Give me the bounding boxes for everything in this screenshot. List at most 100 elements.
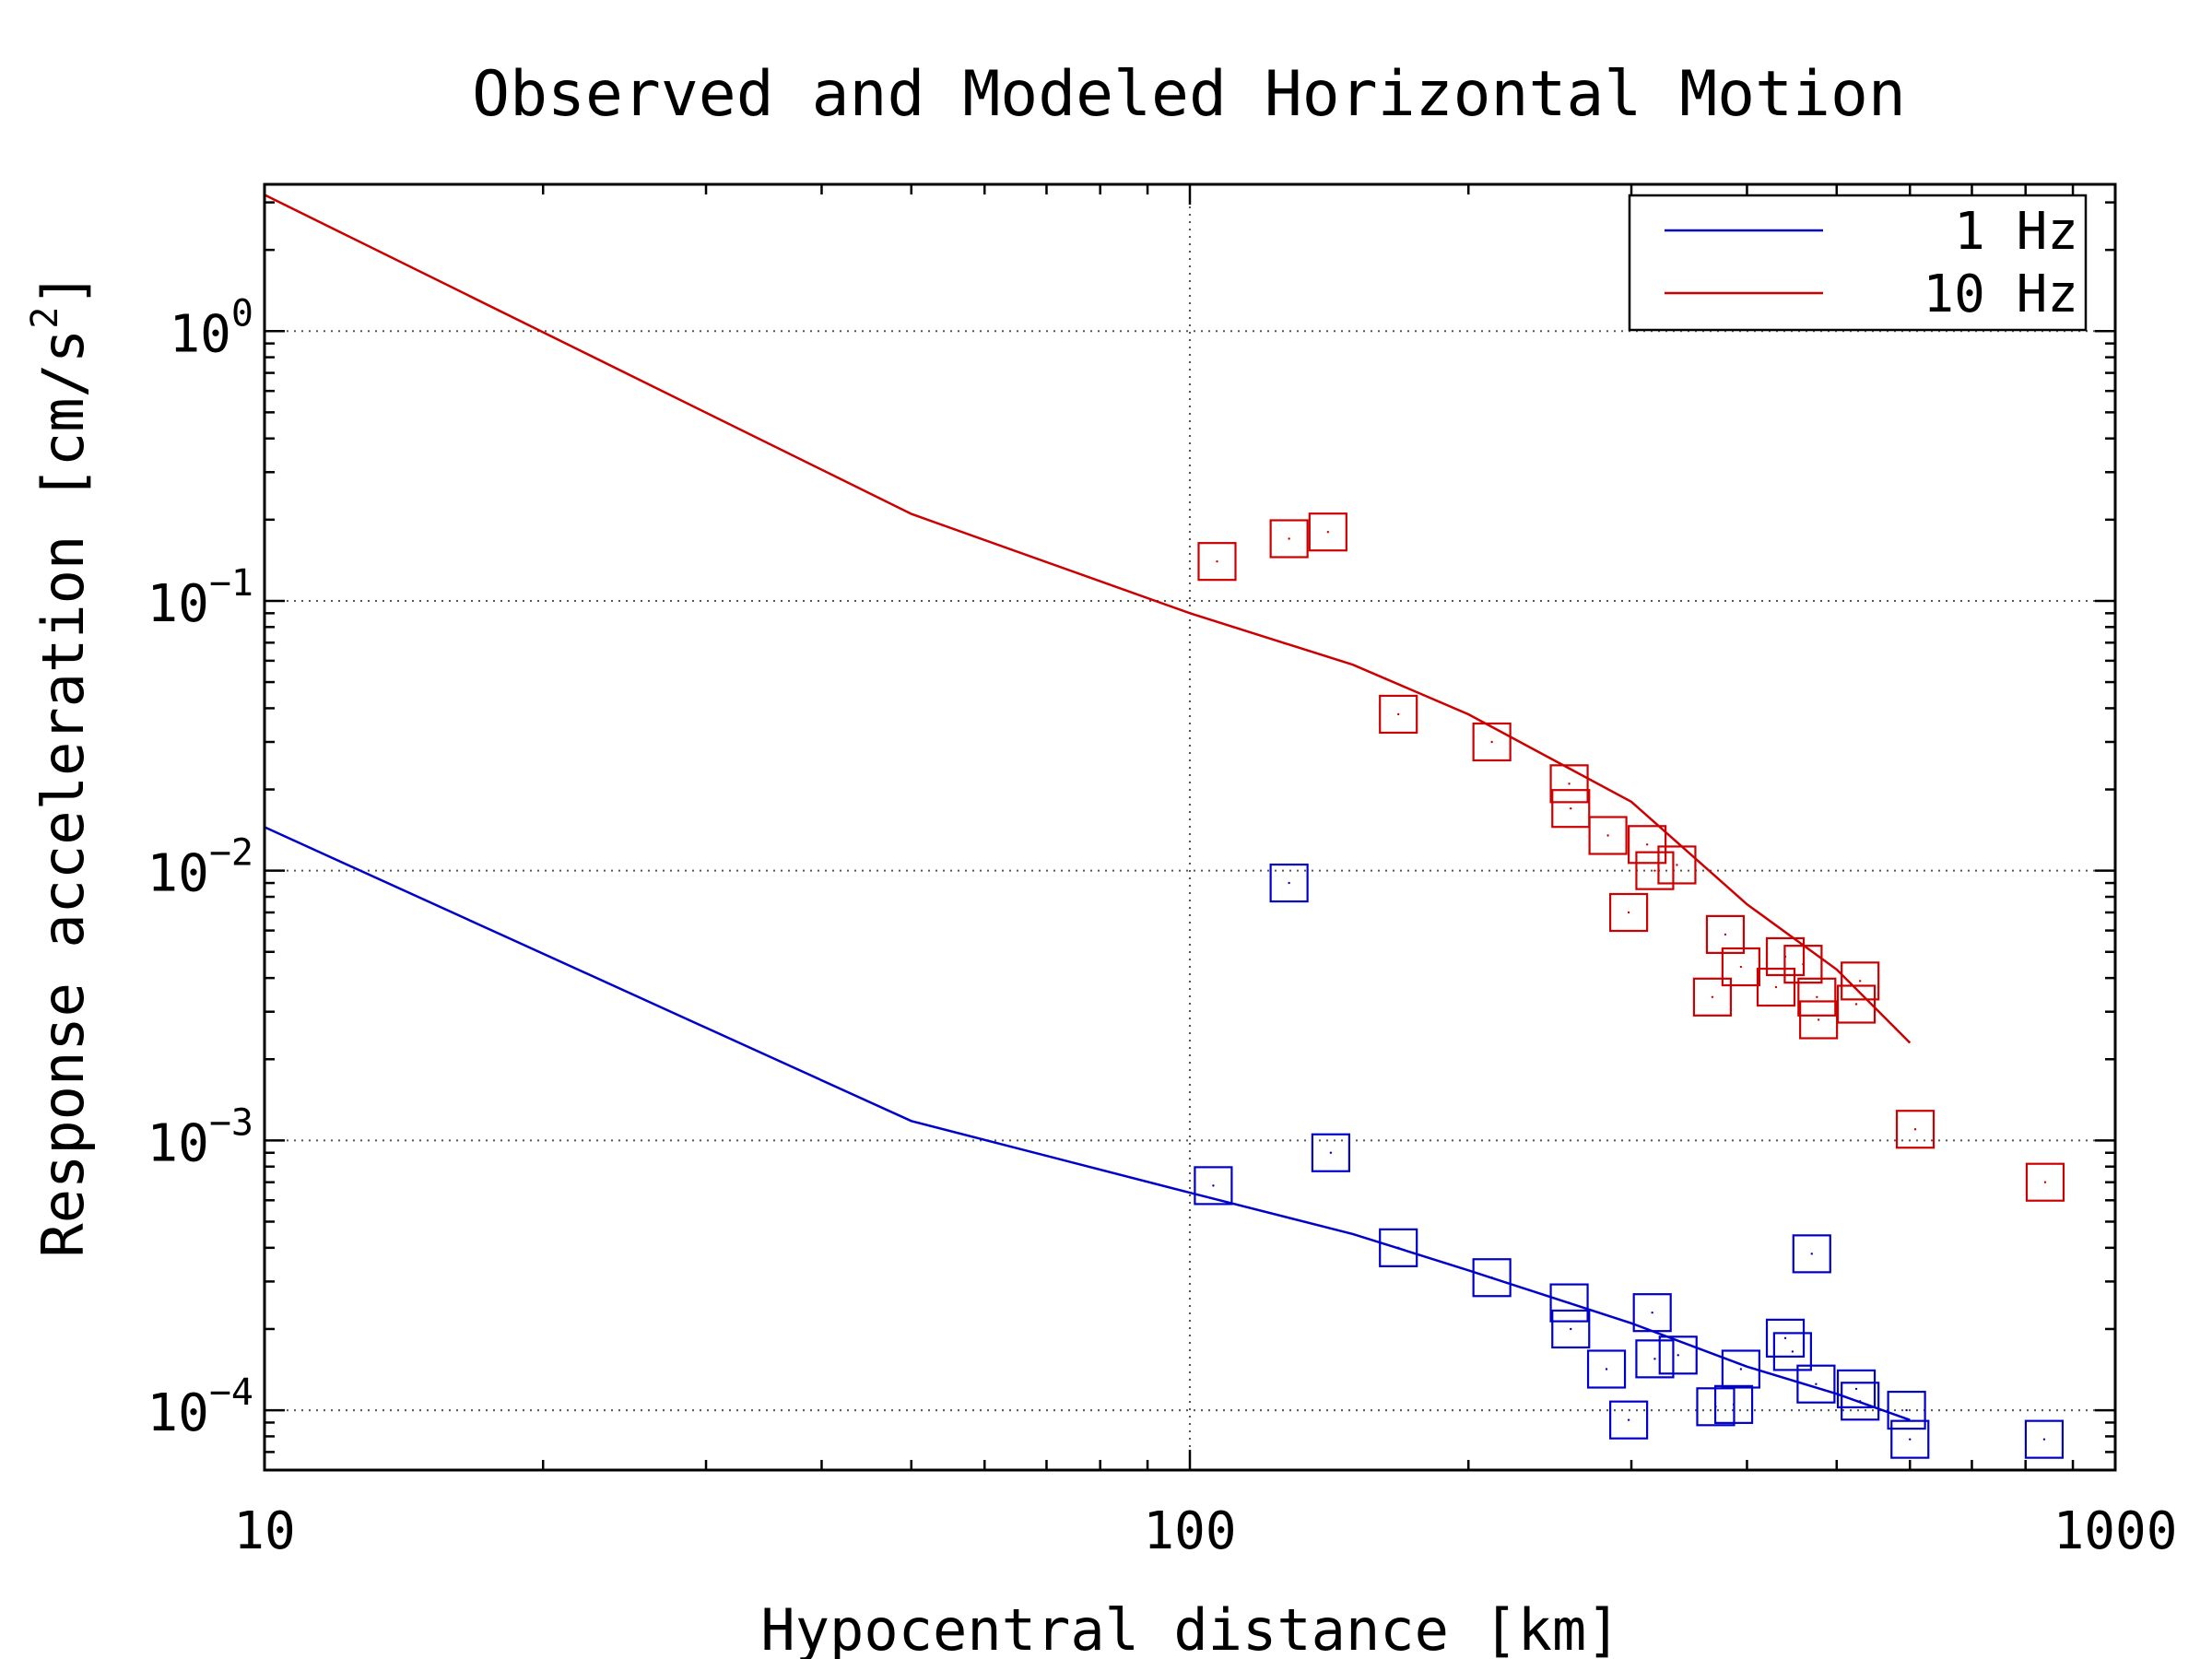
observed-point (1311, 1133, 1350, 1172)
observed-point-center (1490, 1277, 1493, 1279)
observed-point-center (1216, 559, 1218, 563)
observed-point (1472, 1258, 1512, 1298)
observed-point (1895, 1110, 1936, 1149)
observed-point-center (1651, 1311, 1653, 1314)
observed-point-center (1909, 1438, 1912, 1441)
observed-point-center (1570, 807, 1572, 810)
observed-point-center (1397, 712, 1400, 716)
observed-point-center (1490, 740, 1493, 744)
observed-point (1635, 1339, 1675, 1379)
y-axis-label: Response acceleration [cm/s2] (24, 272, 97, 1257)
observed-point-center (1570, 1327, 1572, 1331)
y-tick-base: 10 (147, 574, 208, 634)
y-tick-label: 100 (169, 292, 253, 364)
model-line-1 (264, 194, 1912, 1044)
observed-point (1194, 1166, 1233, 1206)
observed-point (1756, 967, 1796, 1007)
observed-point (1635, 851, 1675, 890)
legend-label: 1 Hz (1954, 202, 2078, 262)
observed-point (1721, 1349, 1760, 1389)
observed-point-center (1817, 1018, 1820, 1021)
observed-point (1765, 1318, 1806, 1358)
observed-point-center (1288, 537, 1290, 540)
observed-point-center (1627, 911, 1630, 914)
y-axis-label-superscript: 2 (24, 307, 66, 329)
observed-point-center (1677, 1354, 1679, 1357)
observed-point-center (1288, 881, 1290, 885)
observed-point-center (1810, 1253, 1813, 1255)
x-axis-label: Hypocentral distance [km] (760, 1596, 1620, 1659)
observed-point (1588, 816, 1628, 855)
observed-point-center (1854, 1387, 1858, 1391)
observed-point (1887, 1390, 1926, 1430)
observed-point (1792, 1234, 1831, 1274)
x-tick-label: 10 (233, 1501, 295, 1561)
observed-point-center (1397, 1246, 1400, 1250)
observed-point (1841, 1382, 1880, 1421)
observed-point-center (1858, 980, 1862, 982)
observed-point-center (1568, 782, 1571, 785)
observed-point-center (1329, 1151, 1333, 1154)
x-tick-label: 1000 (2053, 1501, 2178, 1561)
observed-point-center (2042, 1438, 2046, 1441)
observed-point (1379, 694, 1418, 735)
legend-box (1628, 194, 2088, 332)
observed-point (1841, 961, 1880, 1001)
y-axis-label-end: ] (29, 272, 97, 306)
observed-point (1721, 947, 1760, 987)
observed-point-center (1711, 995, 1714, 998)
y-tick-base: 10 (147, 844, 208, 904)
observed-point-center (1568, 1301, 1571, 1304)
observed-point (1197, 542, 1237, 582)
observed-point (1783, 945, 1823, 984)
observed-point (1658, 1335, 1698, 1375)
observed-point (1632, 1293, 1672, 1333)
y-tick-base: 10 (147, 1383, 208, 1443)
grid-lines (265, 184, 2115, 1470)
y-tick-label: 10−1 (147, 562, 253, 634)
y-tick-label: 10−2 (147, 832, 253, 904)
observed-point-center (1645, 843, 1649, 846)
observed-point-center (1913, 1128, 1917, 1131)
observed-point (1586, 1349, 1627, 1389)
y-tick-exponent: −4 (209, 1371, 253, 1414)
observed-point (1713, 1384, 1754, 1424)
observed-point (1628, 825, 1667, 865)
y-axis-label-main: Response acceleration [cm/s (29, 329, 97, 1258)
series-0 (264, 826, 2065, 1459)
observed-point-center (1212, 1184, 1215, 1187)
observed-point (1797, 977, 1837, 1017)
observed-point (2025, 1162, 2065, 1202)
observed-point (1379, 1228, 1418, 1267)
observed-point-center (1724, 933, 1727, 936)
observed-point (1269, 863, 1309, 903)
observed-point (1609, 892, 1649, 933)
observed-point-center (1676, 864, 1678, 866)
y-tick-exponent: −1 (209, 562, 253, 605)
observed-point-center (1732, 1403, 1735, 1406)
observed-point (1890, 1419, 1930, 1459)
legend-label: 10 Hz (1923, 265, 2078, 324)
observed-point-center (1854, 1003, 1858, 1006)
observed-point (1772, 1332, 1812, 1371)
y-tick-base: 10 (169, 304, 230, 364)
y-tick-exponent: −3 (209, 1101, 253, 1144)
observed-point-center (1774, 985, 1778, 989)
observed-point (1796, 1364, 1836, 1404)
observed-point (1472, 722, 1512, 762)
x-tick-label: 100 (1143, 1501, 1236, 1561)
model-line-0 (264, 826, 1911, 1421)
series-1 (264, 194, 2065, 1202)
observed-point-center (1783, 1336, 1787, 1340)
y-tick-label: 10−4 (147, 1371, 253, 1443)
observed-point (1308, 512, 1347, 552)
observed-point (1549, 1283, 1589, 1323)
observed-point-center (1905, 1408, 1908, 1412)
observed-point (1551, 1309, 1591, 1349)
observed-point (1692, 977, 1733, 1017)
y-tick-exponent: 0 (231, 292, 253, 335)
observed-point (1549, 764, 1589, 804)
observed-point-center (1791, 1350, 1794, 1353)
